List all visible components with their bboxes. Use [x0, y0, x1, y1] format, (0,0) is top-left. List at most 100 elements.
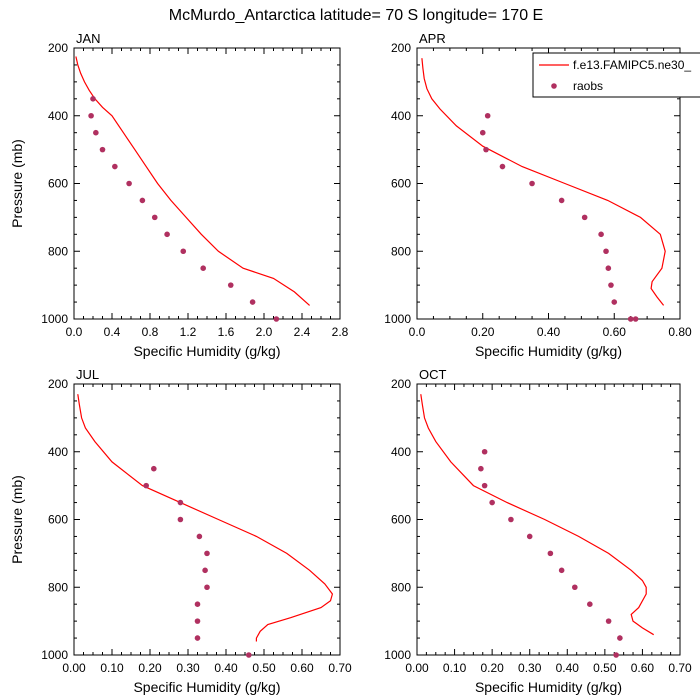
- y-tick-label: 1000: [384, 648, 411, 662]
- y-tick-label: 600: [391, 177, 411, 191]
- y-axis-label: Pressure (mb): [9, 139, 25, 228]
- y-tick-label: 800: [48, 244, 68, 258]
- raobs-point: [194, 618, 201, 624]
- y-tick-label: 600: [48, 177, 68, 191]
- x-axis-label: Specific Humidity (g/kg): [475, 679, 622, 695]
- x-tick-label: 2.8: [332, 325, 349, 339]
- x-tick-label: 0.80: [668, 325, 692, 339]
- raobs-point: [627, 316, 634, 322]
- plot-frame: [416, 383, 681, 656]
- raobs-point: [605, 618, 612, 624]
- x-tick-label: 0.60: [603, 325, 627, 339]
- raobs-point: [196, 533, 203, 540]
- raobs-point: [598, 231, 604, 238]
- y-tick-label: 400: [48, 109, 68, 123]
- raobs-point: [481, 482, 488, 489]
- raobs-point: [99, 146, 106, 153]
- raobs-point: [88, 112, 94, 119]
- y-tick-label: 400: [48, 445, 68, 459]
- panel-label: JUL: [76, 367, 99, 382]
- raobs-point: [200, 265, 206, 271]
- raobs-point: [151, 214, 158, 221]
- model-line: [421, 58, 666, 306]
- raobs-point: [202, 567, 208, 574]
- raobs-point: [632, 316, 639, 322]
- y-tick-label: 1000: [41, 648, 68, 662]
- raobs-point: [572, 584, 578, 591]
- x-tick-label: 0.40: [214, 661, 238, 675]
- x-tick-label: 0.60: [290, 661, 314, 675]
- x-tick-label: 0.30: [518, 661, 542, 675]
- y-tick-label: 400: [391, 109, 411, 123]
- y-tick-label: 1000: [41, 312, 68, 326]
- x-tick-label: 0.0: [66, 325, 83, 339]
- y-tick-label: 400: [391, 445, 411, 459]
- x-tick-label: 0.8: [142, 325, 159, 339]
- x-tick-label: 0.10: [443, 661, 467, 675]
- x-tick-label: 0.20: [471, 325, 495, 339]
- legend-model-label: f.e13.FAMIPC5.ne30_: [573, 58, 691, 72]
- raobs-point: [139, 197, 146, 204]
- x-tick-label: 0.30: [176, 661, 200, 675]
- raobs-point: [481, 448, 488, 455]
- x-tick-label: 0.40: [556, 661, 580, 675]
- x-axis-label: Specific Humidity (g/kg): [133, 343, 280, 359]
- y-tick-label: 800: [391, 244, 411, 258]
- raobs-point: [581, 214, 588, 221]
- panels-group: JAN 0.0 0.4 0.8 1.2 1.6 2.0 2.4 2.8 200 400 600 800 1…: [9, 31, 700, 695]
- x-tick-label: 0.50: [593, 661, 617, 675]
- legend-obs-label: raobs: [573, 79, 603, 93]
- raobs-point: [608, 282, 614, 288]
- x-tick-label: 0.00: [62, 661, 86, 675]
- x-tick-label: 0.20: [138, 661, 162, 675]
- x-tick-label: 0.4: [104, 325, 121, 339]
- raobs-point: [246, 652, 252, 658]
- raobs-point: [489, 499, 495, 506]
- raobs-point: [479, 129, 486, 136]
- y-tick-label: 800: [48, 580, 68, 594]
- raobs-point: [126, 180, 132, 187]
- panel-apr: APR 0.0 0.20 0.40 0.60 0.80 200 400 600 800 1000 Sp…: [384, 31, 700, 359]
- raobs-point: [587, 601, 593, 607]
- panel-label: OCT: [419, 367, 447, 382]
- raobs-point: [180, 248, 187, 255]
- model-line: [420, 394, 655, 636]
- legend-box: [532, 52, 700, 98]
- raobs-point: [164, 231, 170, 238]
- y-tick-label: 1000: [384, 312, 411, 326]
- x-tick-label: 0.10: [100, 661, 124, 675]
- raobs-point: [529, 180, 535, 187]
- panel-jan: JAN 0.0 0.4 0.8 1.2 1.6 2.0 2.4 2.8 200 400 600 800 1…: [9, 31, 349, 359]
- y-tick-label: 200: [48, 41, 68, 55]
- panel-oct: OCT 0.00 0.10 0.20 0.30 0.40 0.50 0.60 0.70 200 40…: [384, 367, 692, 695]
- raobs-point: [558, 567, 565, 574]
- raobs-point: [526, 533, 533, 540]
- x-tick-label: 0.70: [328, 661, 352, 675]
- chart-title: McMurdo_Antarctica latitude= 70 S longit…: [169, 7, 543, 24]
- raobs-point: [478, 465, 484, 472]
- model-line: [75, 56, 310, 306]
- raobs-point: [194, 601, 201, 607]
- y-tick-label: 800: [391, 580, 411, 594]
- x-tick-label: 0.00: [405, 661, 429, 675]
- x-tick-label: 0.50: [252, 661, 276, 675]
- raobs-point: [611, 299, 618, 305]
- plot-frame: [73, 47, 341, 320]
- raobs-point: [151, 465, 157, 472]
- raobs-point: [273, 316, 280, 322]
- raobs-point: [558, 197, 565, 204]
- x-axis-label: Specific Humidity (g/kg): [475, 343, 622, 359]
- raobs-point: [613, 652, 619, 658]
- y-axis-label: Pressure (mb): [9, 475, 25, 564]
- raobs-point: [227, 282, 234, 288]
- raobs-point: [508, 516, 514, 523]
- raobs-point: [605, 265, 612, 271]
- raobs-point: [204, 584, 210, 591]
- x-tick-label: 0.40: [537, 325, 561, 339]
- raobs-point: [204, 550, 210, 557]
- x-tick-label: 0.0: [409, 325, 426, 339]
- raobs-point: [499, 163, 506, 170]
- x-axis-label: Specific Humidity (g/kg): [133, 679, 280, 695]
- panel-jul: JUL 0.00 0.10 0.20 0.30 0.40 0.50 0.60 0.70 200 40…: [9, 367, 352, 695]
- x-tick-label: 2.4: [294, 325, 311, 339]
